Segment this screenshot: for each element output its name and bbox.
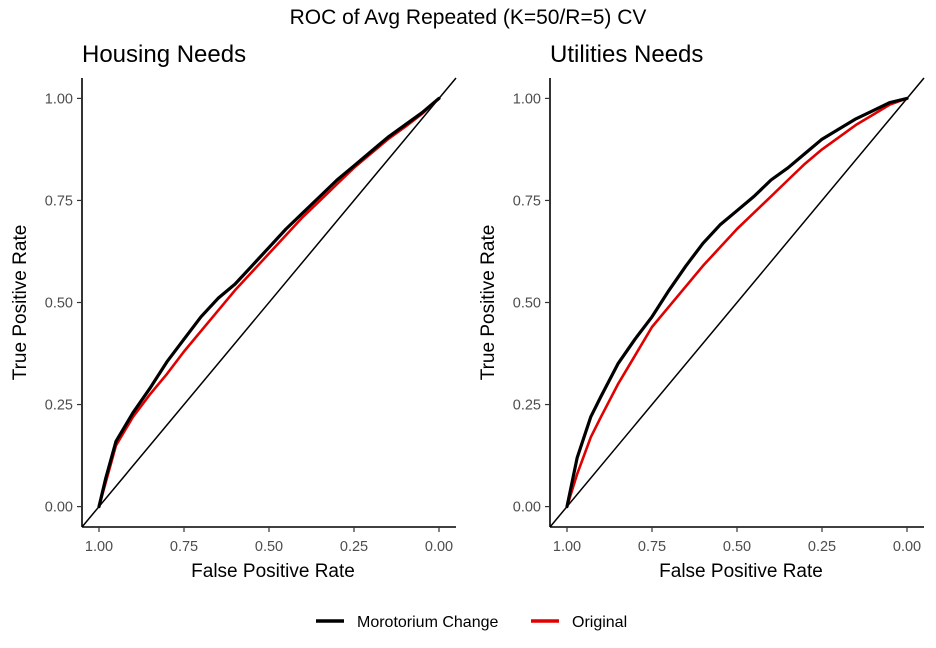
y-axis-title: True Positive Rate <box>478 225 499 381</box>
panel-title: Utilities Needs <box>550 41 703 68</box>
x-tick-label: 1.00 <box>553 539 581 555</box>
panels-group: Housing Needs 0.00 0.25 0.50 0.75 1.00 1.00 0.7… <box>10 41 925 582</box>
y-tick-label: 0.25 <box>45 398 73 414</box>
x-tick-label: 0.75 <box>170 539 198 555</box>
y-tick-label: 1.00 <box>513 91 541 107</box>
y-tick-label: 0.00 <box>45 500 73 516</box>
y-tick-label: 0.50 <box>45 296 73 312</box>
legend: Morotorium Change Original <box>316 614 627 631</box>
y-axis-title: True Positive Rate <box>10 225 31 381</box>
panel-housing-needs: Housing Needs 0.00 0.25 0.50 0.75 1.00 1.00 0.7… <box>10 41 457 582</box>
panel-utilities-needs: Utilities Needs 0.00 0.25 0.50 0.75 1.00 1.00 0… <box>478 41 925 582</box>
panel-title: Housing Needs <box>82 41 246 68</box>
x-tick-label: 0.50 <box>723 539 751 555</box>
x-tick-label: 1.00 <box>85 539 113 555</box>
y-tick-label: 1.00 <box>45 91 73 107</box>
x-tick-label: 0.75 <box>638 539 666 555</box>
y-tick-label: 0.75 <box>513 193 541 209</box>
y-tick-label: 0.75 <box>45 193 73 209</box>
y-tick-label: 0.25 <box>513 398 541 414</box>
diagonal-reference-line <box>549 77 925 528</box>
roc-line-morotorium-change <box>97 96 441 509</box>
figure-title: ROC of Avg Repeated (K=50/R=5) CV <box>290 6 647 29</box>
legend-label-morotorium-change: Morotorium Change <box>357 614 499 631</box>
roc-line-morotorium-change <box>565 96 909 509</box>
roc-line-original <box>565 97 909 508</box>
y-tick-label: 0.50 <box>513 296 541 312</box>
x-tick-label: 0.00 <box>893 539 921 555</box>
x-tick-label: 0.50 <box>255 539 283 555</box>
x-axis-title: False Positive Rate <box>659 561 823 582</box>
y-tick-label: 0.00 <box>513 500 541 516</box>
x-tick-label: 0.25 <box>808 539 836 555</box>
x-tick-label: 0.25 <box>340 539 368 555</box>
x-tick-label: 0.00 <box>425 539 453 555</box>
legend-label-original: Original <box>572 614 627 631</box>
x-axis-title: False Positive Rate <box>191 561 355 582</box>
diagonal-reference-line <box>81 77 457 528</box>
